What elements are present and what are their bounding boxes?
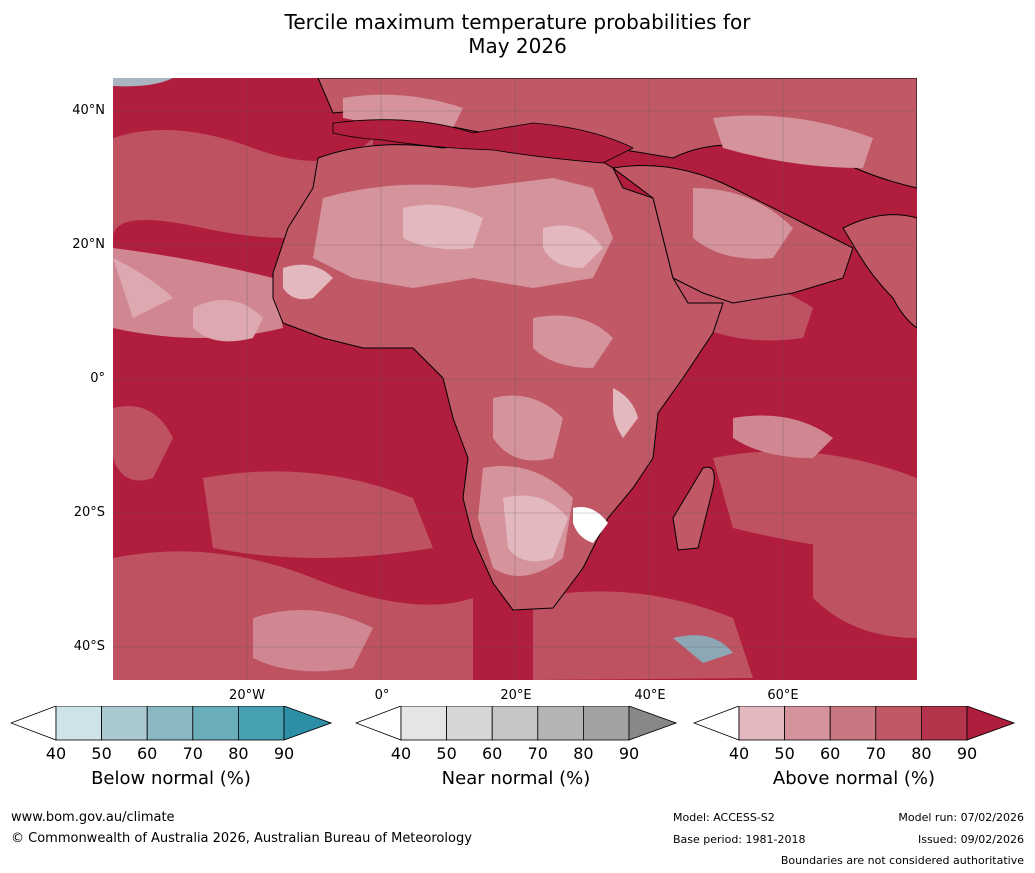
colorbar-segment: [55, 705, 102, 741]
colorbar-tick-label: 90: [956, 744, 978, 763]
ocean-patches: [113, 78, 917, 680]
colorbar-tick-label: 90: [618, 744, 640, 763]
mediterranean-sea: [332, 119, 634, 164]
colorbar-title: Below normal (%): [91, 768, 251, 789]
colorbar-tick-label: 80: [228, 744, 249, 763]
lat-label-40s: 40°S: [73, 639, 105, 654]
footer-model-run: Model run: 07/02/2026: [898, 811, 1024, 824]
colorbar-segment: [829, 705, 877, 741]
footer-copyright: © Commonwealth of Australia 2026, Austra…: [11, 831, 472, 846]
colorbar-segment: [491, 705, 539, 741]
colorbar-tick-label: 90: [273, 744, 295, 763]
colorbar-segment: [446, 705, 493, 741]
colorbar-over-triangle: [283, 705, 333, 741]
lon-label-60e: 60°E: [767, 688, 799, 703]
colorbar-tick-label: 60: [137, 744, 158, 763]
colorbar-near-normal: 40 50 60 70 80 90 Near normal (%): [354, 705, 678, 789]
colorbar-swatches: [354, 705, 678, 741]
colorbar-tick-label: 60: [820, 744, 841, 763]
colorbar-over-triangle: [628, 705, 678, 741]
map-title-line2: May 2026: [468, 34, 567, 58]
footer-model: Model: ACCESS-S2: [673, 811, 775, 824]
footer-disclaimer: Boundaries are not considered authoritat…: [780, 854, 1024, 867]
india-landmass: [842, 214, 917, 329]
colorbar-segment: [192, 705, 239, 741]
colorbar-tick-label: 80: [573, 744, 594, 763]
probability-map: [113, 78, 917, 680]
graticule: [113, 78, 917, 680]
colorbar-tick-label: 50: [91, 744, 112, 763]
colorbar-title: Near normal (%): [441, 768, 591, 789]
colorbar-tick-label: 40: [728, 744, 750, 763]
lon-label-20w: 20°W: [229, 688, 265, 703]
colorbar-segment: [537, 705, 584, 741]
colorbar-segment: [101, 705, 148, 741]
lon-label-0: 0°: [374, 688, 390, 703]
footer-issued: Issued: 09/02/2026: [917, 833, 1024, 846]
colorbar-segment: [582, 705, 630, 741]
colorbar-swatches: [9, 705, 333, 741]
map-title-line1: Tercile maximum temperature probabilitie…: [284, 10, 751, 34]
colorbar-segment: [784, 705, 831, 741]
colorbar-under-triangle: [9, 705, 57, 741]
colorbar-tick-label: 70: [865, 744, 886, 763]
colorbar-tick-label: 70: [527, 744, 548, 763]
colorbar-tick-label: 80: [911, 744, 932, 763]
colorbar-under-triangle: [692, 705, 740, 741]
colorbar-segment: [146, 705, 194, 741]
colorbar-tick-label: 50: [774, 744, 795, 763]
colorbar-tick-label: 40: [45, 744, 67, 763]
colorbar-tick-label: 50: [436, 744, 457, 763]
footer-base-period: Base period: 1981-2018: [673, 833, 806, 846]
colorbar-tick-label: 60: [482, 744, 503, 763]
lat-label-0: 0°: [90, 371, 105, 386]
lon-label-40e: 40°E: [634, 688, 666, 703]
colorbar-segment: [875, 705, 922, 741]
arabia-landmass: [611, 165, 854, 304]
colorbar-segment: [237, 705, 285, 741]
colorbar-above-normal: 40 50 60 70 80 90 Above normal (%): [692, 705, 1016, 789]
lat-label-20s: 20°S: [73, 505, 105, 520]
colorbar-tick-label: 40: [390, 744, 412, 763]
lon-label-20e: 20°E: [500, 688, 532, 703]
colorbar-segment: [400, 705, 447, 741]
lat-label-20n: 20°N: [72, 237, 105, 252]
colorbar-tick-label: 70: [182, 744, 203, 763]
colorbar-over-triangle: [966, 705, 1016, 741]
colorbar-under-triangle: [354, 705, 402, 741]
colorbar-title: Above normal (%): [772, 768, 936, 789]
lat-label-40n: 40°N: [72, 103, 105, 118]
africa-landmass: [272, 137, 724, 611]
colorbar-segment: [738, 705, 785, 741]
colorbar-below-normal: 40 50 60 70 80 90 Below normal (%): [9, 705, 333, 789]
colorbar-segment: [920, 705, 968, 741]
colorbar-swatches: [692, 705, 1016, 741]
madagascar: [672, 466, 715, 551]
footer-url: www.bom.gov.au/climate: [11, 810, 175, 825]
